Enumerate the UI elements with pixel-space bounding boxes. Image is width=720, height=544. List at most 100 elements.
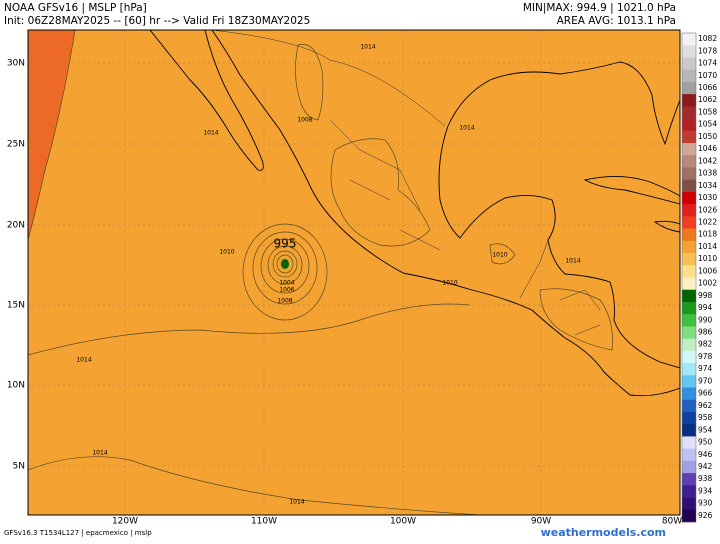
colorbar-swatch (682, 45, 696, 58)
colorbar-label: 966 (698, 389, 713, 398)
lat-label: 20N (7, 221, 25, 231)
colorbar-swatch (682, 387, 696, 401)
contour-label: 1014 (76, 357, 91, 364)
baja-california (149, 30, 264, 171)
colorbar-label: 946 (698, 450, 713, 459)
colorbar-swatch (682, 277, 696, 291)
colorbar-label: 1066 (698, 83, 717, 92)
isobar-region (539, 288, 613, 351)
lat-label: 30N (7, 59, 25, 69)
lat-label: 5N (13, 462, 25, 472)
colorbar-swatch (682, 33, 696, 46)
lon-label: 100W (390, 517, 416, 527)
colorbar-label: 1078 (698, 46, 717, 55)
colorbar-label: 950 (698, 438, 713, 447)
colorbar-label: 938 (698, 474, 713, 483)
isobar-1008 (252, 231, 318, 305)
colorbar-label: 982 (698, 340, 713, 349)
lat-label: 25N (7, 140, 25, 150)
colorbar-swatch (682, 69, 696, 83)
colorbar-swatch (682, 118, 696, 132)
contour-label: 1014 (92, 450, 107, 457)
colorbar-frame (681, 32, 697, 523)
high-pressure-band (28, 30, 75, 240)
colorbar-swatch (682, 57, 696, 70)
isobar (28, 456, 481, 515)
contour-label: 1010 (219, 249, 234, 256)
contour-label: 1010 (492, 252, 507, 259)
colorbar-swatch (682, 460, 696, 474)
colorbar-swatch (682, 94, 696, 107)
contour-label: 1006 (279, 287, 294, 294)
colorbar-label: 970 (698, 376, 713, 385)
colorbar-swatch (682, 375, 696, 388)
guatemala-border (519, 239, 549, 299)
contour-label: 1004 (279, 280, 294, 287)
isobar-1010 (242, 223, 328, 321)
colorbar-label: 930 (698, 499, 713, 508)
colorbar-swatch (682, 130, 696, 144)
lon-label: 120W (112, 517, 138, 527)
colorbar-label: 1042 (698, 156, 717, 165)
colorbar-label: 986 (698, 328, 713, 337)
isobar (28, 30, 76, 241)
init-line: Init: 06Z28MAY2025 -- [60] hr --> Valid … (4, 15, 310, 27)
colorbar-swatch (682, 411, 696, 425)
colorbar-label: 1046 (698, 144, 717, 153)
colorbar-label: 1070 (698, 71, 717, 80)
colorbar-swatch (682, 240, 696, 254)
colorbar-swatch (682, 155, 696, 168)
colorbar-label: 1082 (698, 34, 717, 43)
colorbar-label: 1002 (698, 279, 717, 288)
colorbar-swatch (682, 350, 696, 364)
ocean (28, 30, 680, 515)
colorbar-swatch (682, 473, 696, 486)
colorbar-swatch (682, 228, 696, 242)
colorbar-swatch (682, 301, 696, 315)
contour-label: 1014 (360, 44, 375, 51)
colorbar-swatch (682, 326, 696, 339)
contour-labels: 1014 1014 1014 1014 1014 1014 1014 1008 1010 1010… (76, 44, 580, 506)
contour-label: 1008 (297, 117, 312, 124)
colorbar: 1082 1078 1074 1070 1066 1062 1058 1054 1050 1046… (681, 32, 717, 523)
isobar-998 (272, 250, 298, 278)
isobar-region (295, 43, 324, 121)
colorbar-swatch (682, 143, 696, 156)
colorbar-label: 978 (698, 352, 713, 361)
lon-label: 80W (662, 517, 682, 527)
colorbar-label: 962 (698, 401, 713, 410)
colorbar-swatch (682, 179, 696, 193)
colorbar-swatch (682, 509, 696, 523)
colorbar-swatch (682, 338, 696, 352)
mainland (211, 30, 680, 397)
colorbar-swatch (682, 265, 696, 278)
colorbar-label: 942 (698, 462, 713, 471)
us-mexico-border (211, 30, 446, 127)
colorbar-label: 1074 (698, 59, 717, 68)
contour-label: 1010 (442, 280, 457, 287)
contour-label: 1014 (289, 499, 304, 506)
colorbar-label: 1022 (698, 217, 717, 226)
colorbar-label: 958 (698, 413, 713, 422)
colorbar-label: 974 (698, 364, 713, 373)
colorbar-swatch (682, 399, 696, 413)
colorbar-label: 1006 (698, 266, 717, 275)
colorbar-swatch (682, 289, 696, 303)
colorbar-label: 1034 (698, 181, 717, 190)
low-pressure-label: 995 (274, 237, 297, 251)
colorbar-swatch (682, 497, 696, 511)
isobar-region (330, 138, 431, 247)
colorbar-label: 954 (698, 425, 713, 434)
contour-label: 1014 (203, 130, 218, 137)
footer-brand: weathermodels.com (541, 526, 666, 539)
colorbar-swatch (682, 204, 696, 217)
colorbar-swatch (682, 448, 696, 462)
jamaica (653, 220, 680, 233)
colorbar-swatch (682, 363, 696, 376)
lat-label: 10N (7, 381, 25, 391)
colorbar-label: 1058 (698, 107, 717, 116)
area-avg: AREA AVG: 1013.1 hPa (557, 15, 676, 27)
colorbar-label: 1018 (698, 230, 717, 239)
min-max: MIN|MAX: 994.9 | 1021.0 hPa (523, 2, 676, 14)
